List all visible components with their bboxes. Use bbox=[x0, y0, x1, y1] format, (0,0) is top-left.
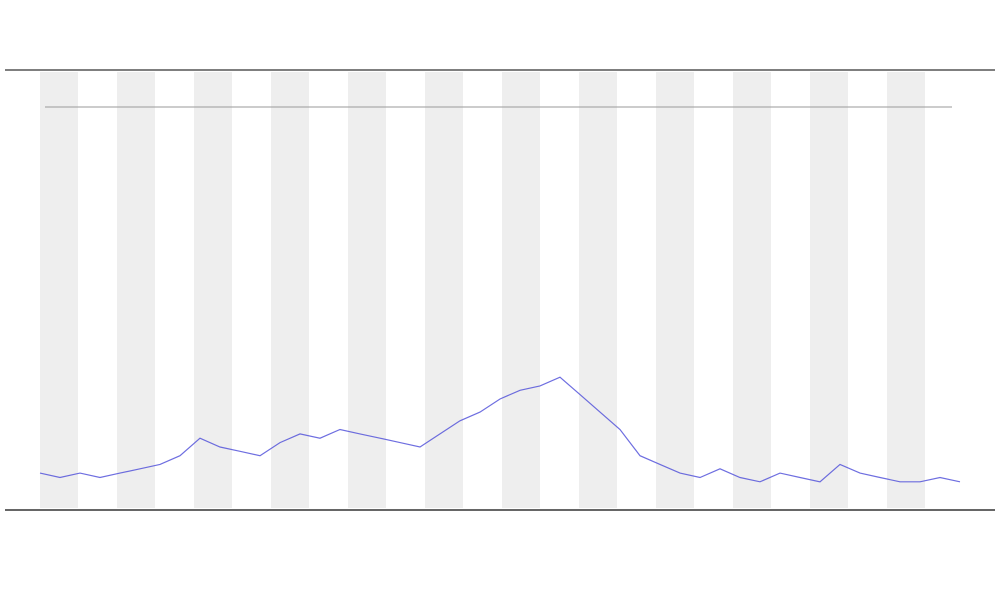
shaded-band bbox=[425, 72, 463, 508]
shaded-band bbox=[271, 72, 309, 508]
background-bands bbox=[40, 72, 925, 508]
shaded-band bbox=[656, 72, 694, 508]
shaded-band bbox=[194, 72, 232, 508]
shaded-band bbox=[40, 72, 78, 508]
plot-area bbox=[39, 376, 961, 483]
shaded-band bbox=[579, 72, 617, 508]
shaded-band bbox=[810, 72, 848, 508]
shaded-band bbox=[733, 72, 771, 508]
shaded-band bbox=[117, 72, 155, 508]
shaded-band bbox=[887, 72, 925, 508]
shaded-band bbox=[502, 72, 540, 508]
shaded-band bbox=[348, 72, 386, 508]
data-line bbox=[39, 376, 961, 483]
